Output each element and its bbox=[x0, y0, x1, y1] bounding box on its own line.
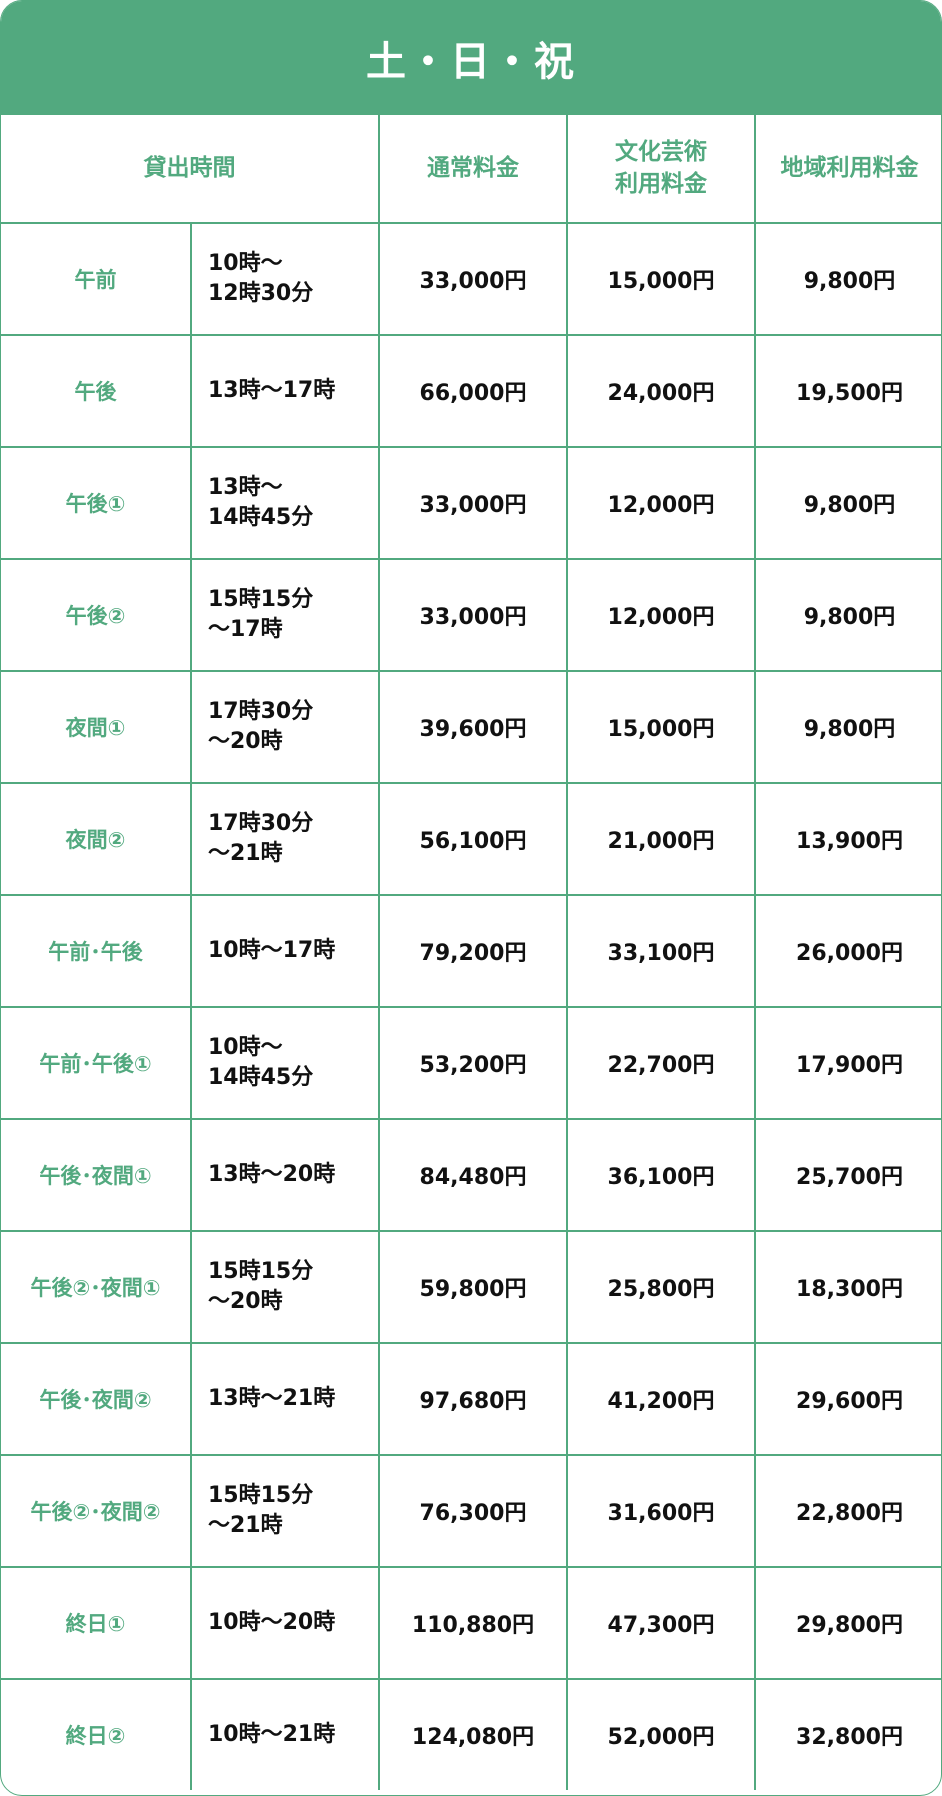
row-local-fee: 19,500円 bbox=[754, 334, 941, 448]
row-time: 13時～17時 bbox=[190, 334, 380, 448]
row-normal-fee: 33,000円 bbox=[378, 446, 568, 560]
row-time: 17時30分 ～21時 bbox=[190, 782, 380, 896]
row-local-fee: 32,800円 bbox=[754, 1678, 941, 1790]
header-normal-fee: 通常料金 bbox=[378, 115, 568, 224]
row-local-fee: 29,600円 bbox=[754, 1342, 941, 1456]
table-row: 午前･午後① 10時～ 14時45分 53,200円 22,700円 17,900円 bbox=[1, 1006, 941, 1120]
row-time: 15時15分 ～21時 bbox=[190, 1454, 380, 1568]
row-normal-fee: 97,680円 bbox=[378, 1342, 568, 1456]
table-row: 午後① 13時～ 14時45分 33,000円 12,000円 9,800円 bbox=[1, 446, 941, 560]
row-culture-fee: 12,000円 bbox=[566, 446, 756, 560]
pricing-table: 貸出時間 通常料金 文化芸術 利用料金 地域利用料金 午前 10時～ 12時30分… bbox=[1, 115, 941, 1790]
table-row: 午後･夜間① 13時～20時 84,480円 36,100円 25,700円 bbox=[1, 1118, 941, 1232]
row-normal-fee: 124,080円 bbox=[378, 1678, 568, 1790]
row-normal-fee: 110,880円 bbox=[378, 1566, 568, 1680]
row-local-fee: 9,800円 bbox=[754, 558, 941, 672]
table-row: 午後②･夜間① 15時15分 ～20時 59,800円 25,800円 18,300円 bbox=[1, 1230, 941, 1344]
row-time: 15時15分 ～17時 bbox=[190, 558, 380, 672]
table-row: 午後 13時～17時 66,000円 24,000円 19,500円 bbox=[1, 334, 941, 448]
row-time: 13時～ 14時45分 bbox=[190, 446, 380, 560]
row-culture-fee: 22,700円 bbox=[566, 1006, 756, 1120]
table-row: 午後②･夜間② 15時15分 ～21時 76,300円 31,600円 22,800円 bbox=[1, 1454, 941, 1568]
row-normal-fee: 76,300円 bbox=[378, 1454, 568, 1568]
table-row: 終日① 10時～20時 110,880円 47,300円 29,800円 bbox=[1, 1566, 941, 1680]
row-label: 午後① bbox=[1, 446, 192, 560]
row-local-fee: 29,800円 bbox=[754, 1566, 941, 1680]
row-label: 終日② bbox=[1, 1678, 192, 1790]
row-culture-fee: 15,000円 bbox=[566, 670, 756, 784]
row-time: 10時～20時 bbox=[190, 1566, 380, 1680]
row-culture-fee: 41,200円 bbox=[566, 1342, 756, 1456]
row-time: 10時～ 14時45分 bbox=[190, 1006, 380, 1120]
row-culture-fee: 25,800円 bbox=[566, 1230, 756, 1344]
row-culture-fee: 36,100円 bbox=[566, 1118, 756, 1232]
row-normal-fee: 66,000円 bbox=[378, 334, 568, 448]
row-label: 午前 bbox=[1, 222, 192, 336]
row-normal-fee: 56,100円 bbox=[378, 782, 568, 896]
row-normal-fee: 79,200円 bbox=[378, 894, 568, 1008]
row-time: 10時～21時 bbox=[190, 1678, 380, 1790]
row-label: 午後②･夜間② bbox=[1, 1454, 192, 1568]
row-culture-fee: 12,000円 bbox=[566, 558, 756, 672]
row-culture-fee: 24,000円 bbox=[566, 334, 756, 448]
header-local-fee: 地域利用料金 bbox=[754, 115, 941, 224]
row-normal-fee: 39,600円 bbox=[378, 670, 568, 784]
table-row: 夜間② 17時30分 ～21時 56,100円 21,000円 13,900円 bbox=[1, 782, 941, 896]
row-culture-fee: 21,000円 bbox=[566, 782, 756, 896]
row-label: 午後･夜間① bbox=[1, 1118, 192, 1232]
row-local-fee: 13,900円 bbox=[754, 782, 941, 896]
card-title: 土・日・祝 bbox=[1, 1, 941, 115]
row-time: 10時～17時 bbox=[190, 894, 380, 1008]
row-label: 夜間② bbox=[1, 782, 192, 896]
row-local-fee: 9,800円 bbox=[754, 222, 941, 336]
row-label: 午後② bbox=[1, 558, 192, 672]
row-culture-fee: 15,000円 bbox=[566, 222, 756, 336]
table-row: 午前 10時～ 12時30分 33,000円 15,000円 9,800円 bbox=[1, 222, 941, 336]
row-normal-fee: 84,480円 bbox=[378, 1118, 568, 1232]
table-row: 終日② 10時～21時 124,080円 52,000円 32,800円 bbox=[1, 1678, 941, 1790]
row-label: 午後②･夜間① bbox=[1, 1230, 192, 1344]
table-row: 夜間① 17時30分 ～20時 39,600円 15,000円 9,800円 bbox=[1, 670, 941, 784]
row-culture-fee: 33,100円 bbox=[566, 894, 756, 1008]
row-local-fee: 25,700円 bbox=[754, 1118, 941, 1232]
row-culture-fee: 31,600円 bbox=[566, 1454, 756, 1568]
row-local-fee: 9,800円 bbox=[754, 670, 941, 784]
row-label: 午前･午後 bbox=[1, 894, 192, 1008]
header-culture-fee: 文化芸術 利用料金 bbox=[566, 115, 756, 224]
row-culture-fee: 47,300円 bbox=[566, 1566, 756, 1680]
row-normal-fee: 33,000円 bbox=[378, 222, 568, 336]
row-time: 13時～20時 bbox=[190, 1118, 380, 1232]
row-label: 終日① bbox=[1, 1566, 192, 1680]
row-time: 15時15分 ～20時 bbox=[190, 1230, 380, 1344]
row-culture-fee: 52,000円 bbox=[566, 1678, 756, 1790]
row-normal-fee: 53,200円 bbox=[378, 1006, 568, 1120]
table-row: 午後② 15時15分 ～17時 33,000円 12,000円 9,800円 bbox=[1, 558, 941, 672]
header-row: 貸出時間 通常料金 文化芸術 利用料金 地域利用料金 bbox=[1, 115, 941, 224]
header-rental-time: 貸出時間 bbox=[1, 115, 380, 224]
row-normal-fee: 33,000円 bbox=[378, 558, 568, 672]
row-label: 午後･夜間② bbox=[1, 1342, 192, 1456]
row-label: 午前･午後① bbox=[1, 1006, 192, 1120]
row-time: 10時～ 12時30分 bbox=[190, 222, 380, 336]
row-local-fee: 26,000円 bbox=[754, 894, 941, 1008]
row-label: 午後 bbox=[1, 334, 192, 448]
row-local-fee: 17,900円 bbox=[754, 1006, 941, 1120]
row-local-fee: 18,300円 bbox=[754, 1230, 941, 1344]
row-time: 13時～21時 bbox=[190, 1342, 380, 1456]
row-local-fee: 9,800円 bbox=[754, 446, 941, 560]
row-local-fee: 22,800円 bbox=[754, 1454, 941, 1568]
row-normal-fee: 59,800円 bbox=[378, 1230, 568, 1344]
table-row: 午後･夜間② 13時～21時 97,680円 41,200円 29,600円 bbox=[1, 1342, 941, 1456]
row-time: 17時30分 ～20時 bbox=[190, 670, 380, 784]
table-row: 午前･午後 10時～17時 79,200円 33,100円 26,000円 bbox=[1, 894, 941, 1008]
row-label: 夜間① bbox=[1, 670, 192, 784]
